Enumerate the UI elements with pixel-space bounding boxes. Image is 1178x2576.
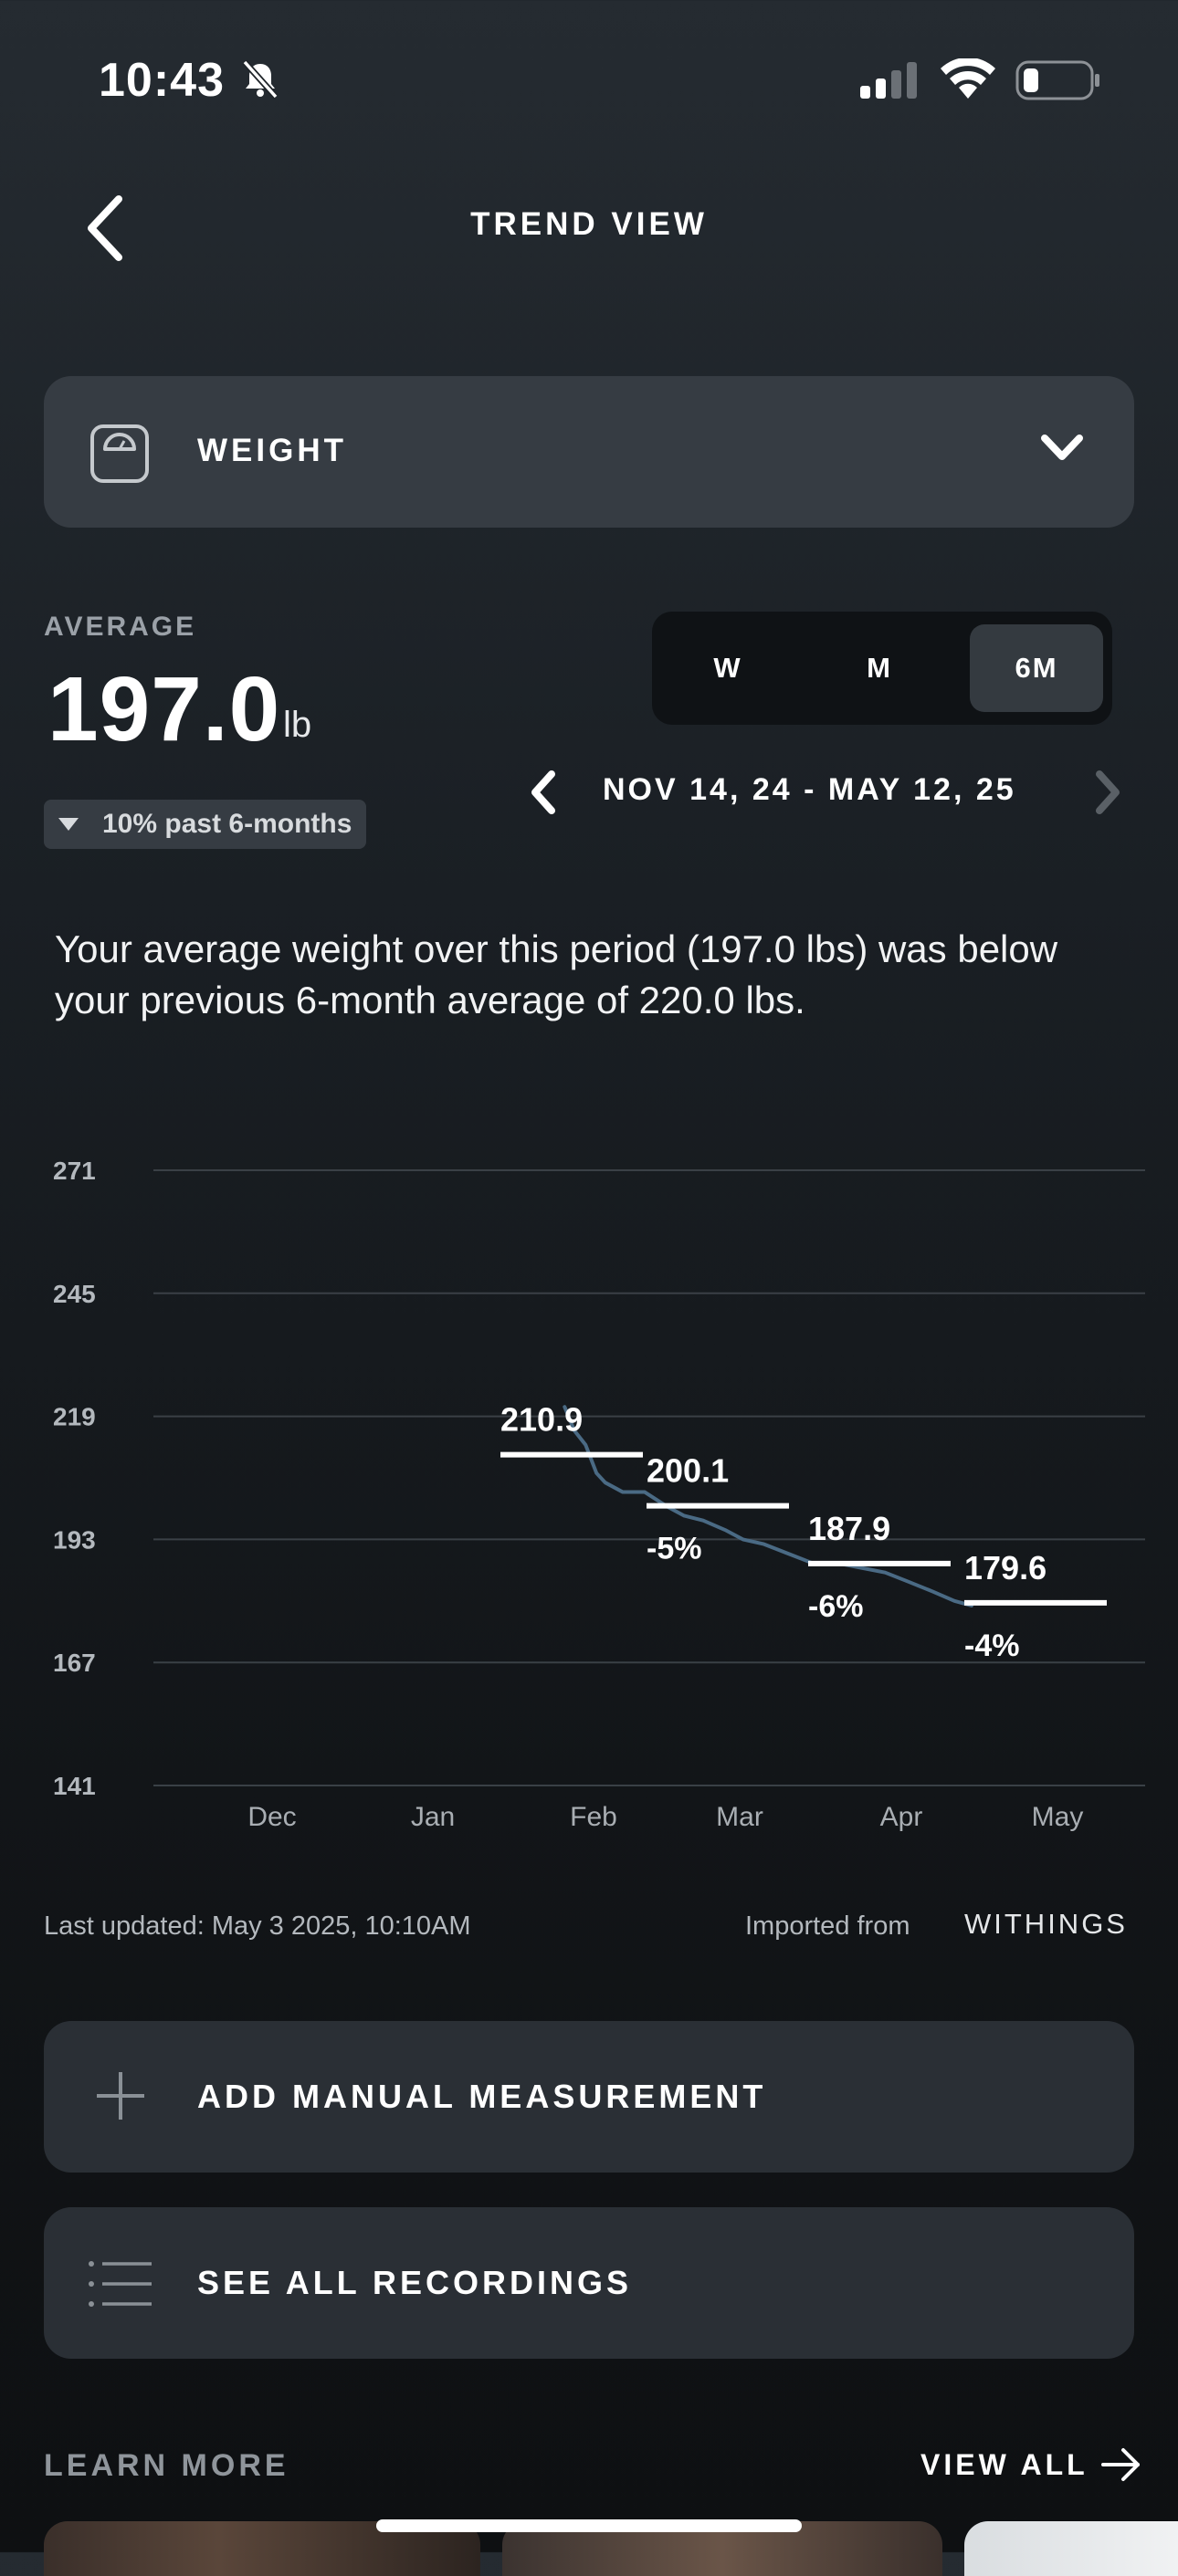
monthly-change-label: -5% (647, 1532, 701, 1566)
monthly-average-label: 187.9 (808, 1510, 890, 1547)
tab-6-months[interactable]: 6M (970, 624, 1103, 712)
monthly-average-label: 210.9 (500, 1401, 583, 1439)
y-tick-label: 193 (53, 1525, 96, 1554)
article-card[interactable] (964, 2521, 1178, 2576)
cellular-signal-icon (860, 62, 917, 99)
trend-line (563, 1405, 973, 1607)
x-tick-label: Mar (716, 1802, 763, 1832)
down-arrow-icon (58, 818, 79, 831)
metric-dropdown[interactable] (44, 376, 1134, 528)
x-tick-label: May (1032, 1802, 1084, 1832)
average-value: 197.0 (47, 658, 281, 760)
y-tick-label: 167 (53, 1649, 96, 1677)
average-unit: lb (283, 705, 312, 745)
y-tick-label: 219 (53, 1403, 96, 1431)
add-manual-measurement-button[interactable] (44, 2021, 1134, 2173)
tab-week[interactable]: W (713, 652, 742, 684)
metric-label: WEIGHT (197, 433, 347, 468)
battery-icon (1015, 60, 1099, 100)
change-badge: 10% past 6-months (44, 800, 367, 849)
learn-more-heading: LEARN MORE (44, 2448, 289, 2483)
monthly-change-label: -6% (808, 1589, 863, 1624)
x-tick-label: Jan (411, 1802, 455, 1832)
last-updated: Last updated: May 3 2025, 10:10AM (44, 1911, 471, 1941)
see-all-recordings-button[interactable] (44, 2207, 1134, 2359)
weight-trend-chart: 271 245 219 193 167 141 Dec Jan Feb Mar Apr May 210.… (53, 1157, 1145, 1832)
add-measurement-label: ADD MANUAL MEASUREMENT (197, 2078, 767, 2115)
x-tick-label: Feb (570, 1802, 617, 1832)
y-tick-label: 245 (53, 1280, 96, 1308)
bell-muted-icon (242, 59, 279, 99)
tab-month[interactable]: M (867, 652, 892, 684)
y-tick-label: 271 (53, 1157, 96, 1185)
chevron-down-icon (1041, 435, 1083, 460)
wifi-icon (941, 58, 995, 99)
view-all-link[interactable]: VIEW ALL (920, 2448, 1089, 2481)
monthly-average-label: 200.1 (647, 1452, 729, 1490)
summary-text: Your average weight over this period (19… (55, 927, 1058, 1021)
next-range-button[interactable] (1087, 765, 1127, 820)
list-icon (89, 2261, 152, 2307)
imported-from-label: Imported from (745, 1911, 910, 1941)
monthly-change-label: -4% (964, 1628, 1019, 1663)
average-label: AVERAGE (44, 612, 197, 642)
data-source: WITHINGS (964, 1908, 1128, 1940)
date-range: NOV 14, 24 - MAY 12, 25 (603, 772, 1016, 807)
previous-range-button[interactable] (522, 765, 563, 820)
x-tick-label: Dec (247, 1802, 296, 1832)
back-button[interactable] (79, 192, 133, 265)
y-tick-label: 141 (53, 1772, 96, 1800)
monthly-average-label: 179.6 (964, 1549, 1047, 1586)
home-indicator (376, 2519, 802, 2532)
arrow-right-icon[interactable] (1101, 2446, 1141, 2483)
page-title: TREND VIEW (470, 206, 708, 242)
x-tick-label: Apr (880, 1802, 923, 1832)
plus-icon (97, 2072, 144, 2120)
scale-icon (90, 424, 149, 483)
status-time: 10:43 (99, 54, 225, 107)
see-all-recordings-label: SEE ALL RECORDINGS (197, 2264, 633, 2301)
